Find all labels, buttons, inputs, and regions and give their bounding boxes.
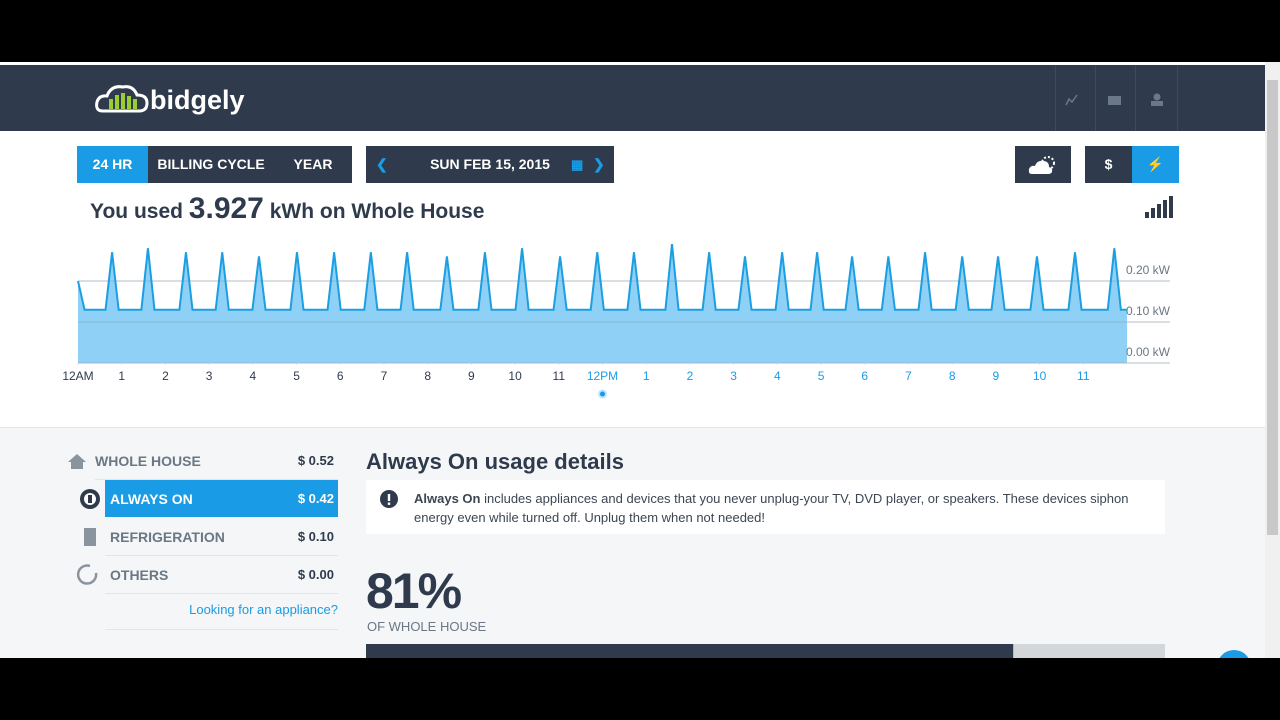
y-tick-label: 0.20 kW <box>1126 263 1171 277</box>
date-label: SUN FEB 15, 2015 <box>430 156 550 172</box>
usage-headline: You used 3.927 kWh on Whole House <box>90 192 484 226</box>
sidebar-icons <box>68 454 100 585</box>
x-tick-label: 9 <box>468 369 475 383</box>
night-marker <box>76 390 80 398</box>
tab[interactable]: 24 HR <box>77 146 148 183</box>
x-tick-label: 5 <box>818 369 825 383</box>
row-cost: $ 0.52 <box>297 453 334 468</box>
x-tick-label: 6 <box>337 369 344 383</box>
scrollbar <box>1265 62 1280 658</box>
logo-icon <box>95 85 149 113</box>
usage-amount: 3.927 <box>188 192 264 225</box>
browser-content: bidgely 24 HR BILLING CYCLE YEAR ❮ SUN F… <box>0 62 1280 658</box>
active-row-bg <box>105 480 338 517</box>
sidebar-row[interactable]: REFRIGERATION $ 0.10 <box>105 518 338 556</box>
energy-button[interactable]: ⚡ <box>1132 146 1179 183</box>
row-name: WHOLE HOUSE <box>95 453 201 469</box>
row-name: ALWAYS ON <box>110 491 193 507</box>
x-tick-label: 2 <box>162 369 169 383</box>
x-tick-label: 12PM <box>587 369 618 383</box>
sidebar-row[interactable]: ALWAYS ON $ 0.42 <box>105 480 338 517</box>
x-tick-label: 9 <box>993 369 1000 383</box>
y-tick-label: 0.10 kW <box>1126 304 1171 318</box>
weather-button[interactable] <box>1015 146 1071 183</box>
x-tick-label: 5 <box>293 369 300 383</box>
appliance-link[interactable]: Looking for an appliance? <box>105 594 338 630</box>
prev-arrow[interactable]: ❮ <box>376 156 388 172</box>
logo-text: bidgely <box>150 85 245 115</box>
headline-suffix: kWh on Whole House <box>269 200 485 223</box>
details-area <box>0 427 1265 658</box>
x-tick-label: 6 <box>861 369 868 383</box>
link-text[interactable]: Looking for an appliance? <box>189 602 338 617</box>
area-line <box>77 244 1127 311</box>
row-name: OTHERS <box>110 567 169 583</box>
x-tick-label: 4 <box>249 369 256 383</box>
x-tick-label: 11 <box>1077 369 1090 383</box>
share-fill <box>366 644 1014 658</box>
info-text: Always On includes appliances and device… <box>414 489 1134 527</box>
share-caption: OF WHOLE HOUSE <box>367 619 487 634</box>
x-tick-label: 7 <box>905 369 912 383</box>
row-name: REFRIGERATION <box>110 529 225 545</box>
x-tick-label: 1 <box>643 369 650 383</box>
sidebar-row[interactable]: OTHERS $ 0.00 <box>105 556 338 594</box>
share-bar <box>366 644 1165 658</box>
signal-icon <box>1145 196 1173 218</box>
date-picker[interactable]: ❮ SUN FEB 15, 2015 ▦ ❯ <box>366 146 614 183</box>
help-button[interactable] <box>1217 650 1251 658</box>
info-box: Always On includes appliances and device… <box>366 480 1165 534</box>
x-tick-label: 8 <box>949 369 956 383</box>
x-tick-label: 8 <box>424 369 431 383</box>
header-icons[interactable] <box>1065 93 1185 107</box>
x-tick-label: 4 <box>774 369 781 383</box>
y-tick-label: 0.00 kW <box>1126 345 1171 359</box>
header: bidgely <box>0 65 1265 131</box>
x-tick-label: 10 <box>1033 369 1047 383</box>
x-tick-label: 2 <box>687 369 694 383</box>
tab[interactable]: YEAR <box>274 146 352 183</box>
row-cost: $ 0.00 <box>297 567 334 582</box>
x-tick-label: 11 <box>553 369 566 383</box>
sidebar-row[interactable]: WHOLE HOUSE $ 0.52 <box>95 442 338 480</box>
tab[interactable]: BILLING CYCLE <box>148 146 274 183</box>
details-title: Always On usage details <box>366 449 624 474</box>
info-body: includes appliances and devices that you… <box>414 491 1129 525</box>
x-tick-label: 1 <box>118 369 125 383</box>
x-tick-label: 10 <box>508 369 522 383</box>
x-tick-label: 7 <box>381 369 388 383</box>
calendar-icon[interactable]: ▦ <box>571 157 584 172</box>
row-cost: $ 0.10 <box>297 529 334 544</box>
currency-button[interactable]: $ <box>1085 146 1132 183</box>
x-tick-label: 12AM <box>62 369 93 383</box>
info-bold: Always On <box>414 491 481 506</box>
x-tick-label: 3 <box>206 369 213 383</box>
x-tick-label: 3 <box>730 369 737 383</box>
row-cost: $ 0.42 <box>297 491 334 506</box>
next-arrow[interactable]: ❯ <box>593 156 605 172</box>
noon-marker <box>598 389 607 399</box>
share-percent: 81% <box>366 563 462 619</box>
headline-prefix: You used <box>90 200 183 223</box>
